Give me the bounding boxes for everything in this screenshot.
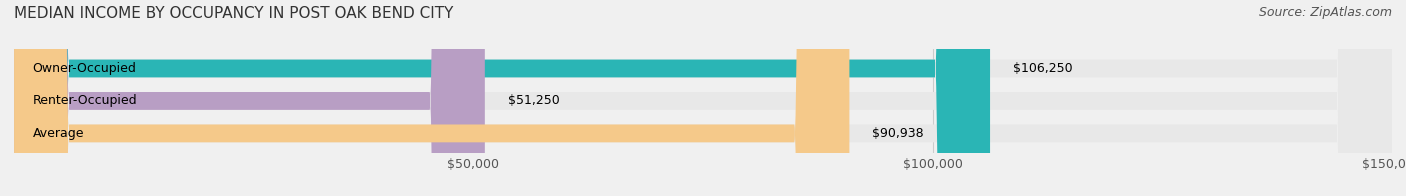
FancyBboxPatch shape — [14, 0, 849, 196]
Text: MEDIAN INCOME BY OCCUPANCY IN POST OAK BEND CITY: MEDIAN INCOME BY OCCUPANCY IN POST OAK B… — [14, 6, 453, 21]
FancyBboxPatch shape — [14, 0, 1392, 196]
Text: $51,250: $51,250 — [508, 94, 560, 107]
FancyBboxPatch shape — [14, 0, 485, 196]
FancyBboxPatch shape — [14, 0, 1392, 196]
Text: Owner-Occupied: Owner-Occupied — [32, 62, 136, 75]
Text: $90,938: $90,938 — [872, 127, 924, 140]
Text: Source: ZipAtlas.com: Source: ZipAtlas.com — [1258, 6, 1392, 19]
Text: Renter-Occupied: Renter-Occupied — [32, 94, 136, 107]
FancyBboxPatch shape — [14, 0, 1392, 196]
Text: Average: Average — [32, 127, 84, 140]
FancyBboxPatch shape — [14, 0, 990, 196]
Text: $106,250: $106,250 — [1012, 62, 1073, 75]
